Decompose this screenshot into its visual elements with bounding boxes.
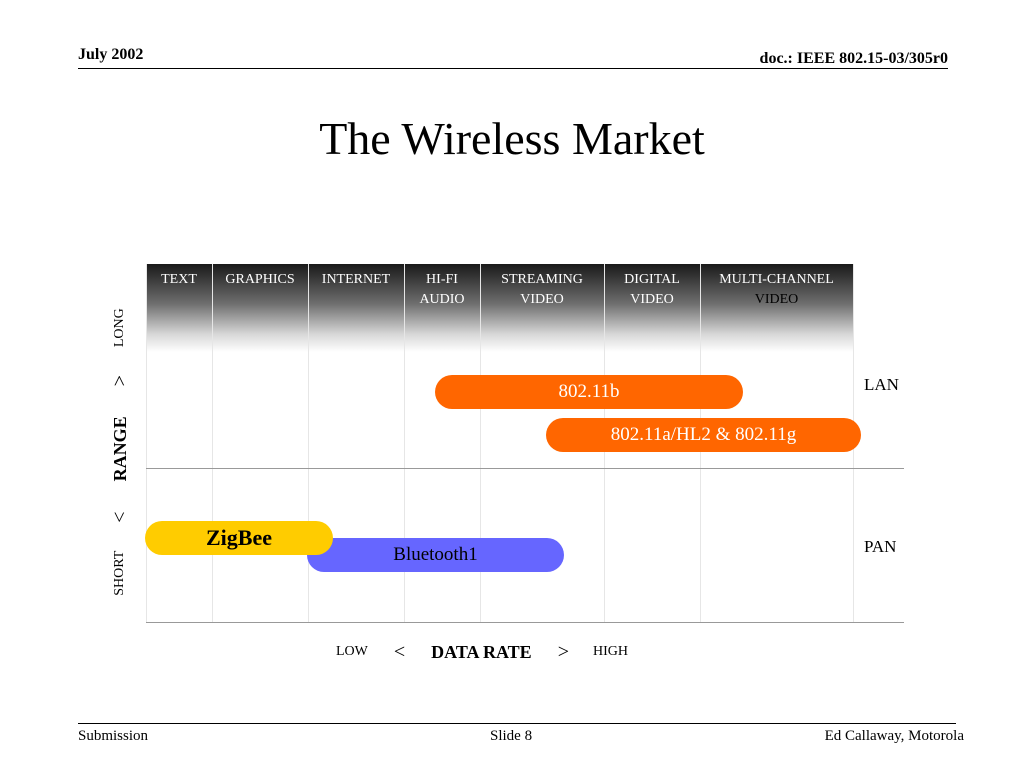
column-label: TEXT [161, 272, 197, 287]
slide-title: The Wireless Market [319, 113, 705, 164]
bar-802-11a-hl2-802-11g: 802.11a/HL2 & 802.11g [546, 418, 861, 452]
header-date: July 2002 [78, 46, 144, 63]
lan-pan-divider [146, 468, 904, 469]
x-axis-high: HIGH [592, 644, 628, 660]
x-axis-low: LOW [336, 644, 368, 660]
header-doc-id: doc.: IEEE 802.15-03/305r0 [759, 50, 948, 67]
y-axis-greater-than: > [109, 375, 132, 387]
bar-802-11b: 802.11b [435, 375, 743, 409]
y-axis-short: SHORT [112, 550, 128, 596]
column-header-streaming-video: STREAMING VIDEO [480, 264, 604, 352]
grid-line [404, 264, 405, 622]
column-label: INTERNET [321, 272, 391, 287]
footer-slide-number: Slide 8 [490, 728, 533, 744]
column-label: DIGITAL [624, 272, 680, 287]
column-header-hifi-audio: HI-FI AUDIO [404, 264, 480, 352]
column-label: MULTI-CHANNEL [719, 272, 834, 287]
x-axis-title: DATA RATE [431, 642, 532, 663]
chart-baseline [146, 622, 904, 623]
x-axis-greater-than: > [557, 641, 569, 664]
column-header-text: TEXT [146, 264, 212, 352]
y-axis-label: SHORT < RANGE > LONG [108, 292, 132, 612]
grid-line [480, 264, 481, 622]
x-axis-label: LOW < DATA RATE > HIGH [336, 640, 628, 664]
column-header-graphics: GRAPHICS [212, 264, 308, 352]
column-header-multichannel-video: MULTI-CHANNEL VIDEO [700, 264, 853, 352]
footer-rule [78, 723, 956, 724]
column-label: HI-FI [426, 272, 458, 287]
footer-author: Ed Callaway, Motorola [824, 728, 964, 744]
grid-line [308, 264, 309, 622]
zone-label-lan: LAN [864, 375, 899, 394]
column-label-line2: VIDEO [520, 292, 564, 307]
y-axis-less-than: < [109, 511, 132, 523]
x-axis-less-than: < [393, 641, 406, 664]
grid-line [212, 264, 213, 622]
bar-bluetooth: Bluetooth1 [307, 538, 564, 572]
column-header-internet: INTERNET [308, 264, 404, 352]
column-label: STREAMING [501, 272, 583, 287]
bar-zigbee: ZigBee [145, 521, 333, 555]
grid-line [146, 264, 147, 622]
column-label-line2: VIDEO [630, 292, 674, 307]
column-label: GRAPHICS [225, 272, 295, 287]
header-rule [78, 68, 948, 69]
footer-submission: Submission [78, 728, 149, 744]
column-header-digital-video: DIGITAL VIDEO [604, 264, 700, 352]
column-label-line2: AUDIO [419, 292, 465, 307]
y-axis-title: RANGE [110, 416, 131, 482]
column-label-line2: VIDEO [754, 292, 799, 307]
y-axis-long: LONG [112, 308, 128, 348]
zone-label-pan: PAN [864, 537, 897, 556]
